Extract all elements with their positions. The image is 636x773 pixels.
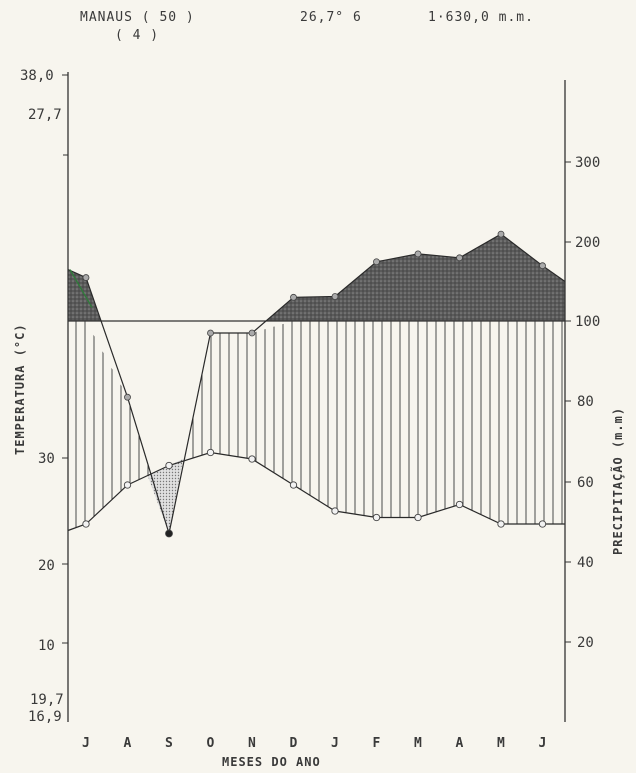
month-label: M (497, 736, 505, 751)
right-tick-label: 300 (575, 155, 600, 171)
temperature-point (123, 481, 132, 489)
temperature-point (331, 507, 339, 515)
surplus-area (68, 234, 565, 321)
precipitation-point (497, 230, 505, 238)
humid-area (68, 321, 565, 531)
x-axis-title: MESES DO ANO (222, 755, 321, 769)
month-label: N (248, 736, 256, 751)
temperature-point (538, 520, 547, 528)
left-tick-label: 10 (38, 638, 55, 654)
temperature-point (165, 461, 173, 470)
left-tick-label: 20 (38, 558, 55, 574)
temperature-point (248, 455, 256, 463)
right-tick-label: 100 (575, 314, 600, 330)
temperature-point (455, 500, 464, 509)
temperature-point (414, 513, 422, 522)
right-tick-label: 60 (577, 475, 594, 491)
precipitation-point (456, 254, 463, 262)
plot-area (67, 230, 566, 538)
left-axis-ticks: 38,0 27,7 30 20 10 19,7 16,9 (20, 68, 68, 725)
precipitation-point (331, 293, 339, 300)
temperature-point (289, 481, 298, 489)
temperature-point (82, 520, 90, 528)
left-tick-label: 38,0 (20, 68, 54, 84)
left-tick-label: 16,9 (28, 709, 62, 725)
temperature-point (372, 513, 381, 522)
precipitation-point (373, 258, 380, 266)
header-station: MANAUS ( 50 ) (80, 10, 195, 25)
month-label: J (82, 736, 90, 751)
month-label: J (331, 736, 339, 751)
header-mean-temp: 26,7° 6 (300, 10, 362, 25)
month-label: J (539, 736, 547, 751)
precipitation-point (207, 329, 214, 337)
right-axis-ticks: 300 200 100 80 60 40 20 (565, 155, 600, 651)
precipitation-point (124, 393, 131, 401)
precipitation-point (82, 274, 90, 281)
month-label: A (456, 736, 464, 751)
left-tick-label: 19,7 (30, 692, 64, 708)
month-label: M (414, 736, 422, 751)
month-label: D (290, 736, 298, 751)
precipitation-point (165, 529, 173, 538)
precipitation-point (539, 262, 546, 270)
precipitation-point (290, 293, 297, 301)
month-label: O (207, 736, 215, 751)
precipitation-point (248, 329, 256, 337)
header-station-sub: ( 4 ) (115, 28, 159, 43)
month-label: A (124, 736, 132, 751)
precipitation-point (414, 250, 422, 258)
temperature-point (206, 448, 215, 457)
left-tick-label: 30 (38, 451, 55, 467)
right-tick-label: 80 (577, 394, 594, 410)
left-tick-label: 27,7 (28, 107, 62, 123)
precipitation-line (67, 233, 566, 534)
right-tick-label: 20 (577, 635, 594, 651)
right-tick-label: 40 (577, 555, 594, 571)
temperature-line (67, 451, 565, 532)
month-label: F (373, 736, 381, 751)
month-label: S (165, 736, 173, 751)
header-annual-precip: 1·630,0 m.m. (428, 10, 534, 25)
green-accent-line (69, 269, 93, 308)
temperature-point (497, 520, 505, 528)
dry-area (147, 459, 183, 534)
right-axis-title: PRECIPITAÇÃO (m.m) (610, 407, 625, 555)
left-axis-title: TEMPERATURA (°C) (13, 323, 27, 455)
right-tick-label: 200 (575, 235, 600, 251)
